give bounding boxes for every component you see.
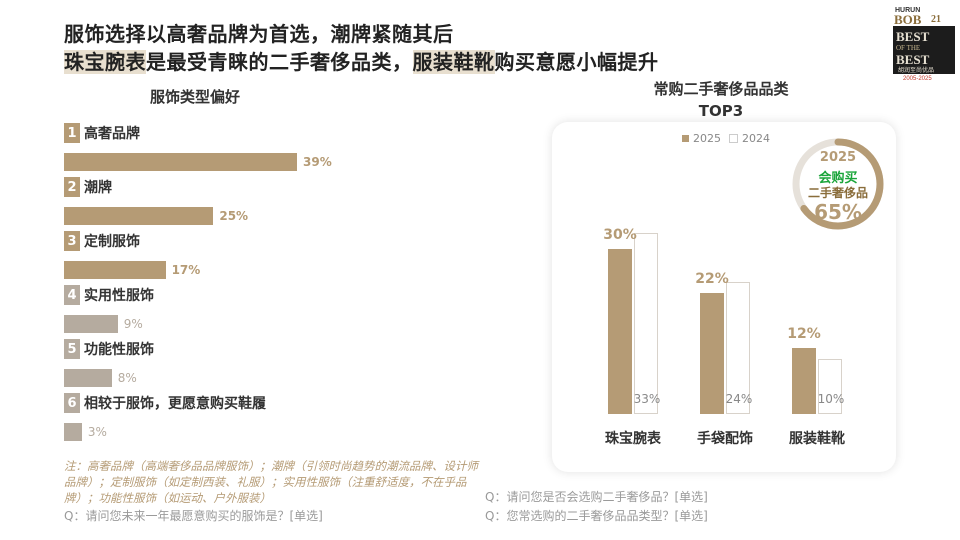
bar-2025: [700, 293, 724, 414]
headline-highlight-apparel: 服装鞋靴: [412, 50, 495, 74]
value-label-2024: 10%: [817, 392, 845, 406]
pref-label-row: 3 定制服饰: [64, 231, 140, 251]
value-label-2024: 24%: [725, 392, 753, 406]
ring-arc-65: [792, 138, 884, 230]
pref-label-row: 6 相较于服饰，更愿意购买鞋履: [64, 393, 266, 413]
pref-label-row: 5 功能性服饰: [64, 339, 154, 359]
pref-bar-value: 25%: [219, 209, 249, 223]
pref-bar: [64, 423, 82, 441]
bar-2025: [608, 249, 632, 414]
value-label-2024: 33%: [633, 392, 661, 406]
secondhand-category-card: 2025 2024 30% 33% 珠宝腕表 22% 24% 手袋配饰 12% 10% 服装鞋靴…: [552, 122, 896, 472]
pref-label: 相较于服饰，更愿意购买鞋履: [84, 396, 266, 412]
logo-best-2: BEST: [896, 52, 930, 67]
pref-bar: [64, 369, 112, 387]
rank-badge: 3: [64, 231, 80, 251]
pref-label: 潮牌: [84, 180, 112, 196]
bar-2024: [818, 359, 842, 414]
pref-bar: [64, 261, 166, 279]
right-chart-title-line-2: TOP3: [698, 102, 744, 120]
logo-brand: HURUN: [895, 7, 920, 14]
ring-year: 2025: [819, 150, 857, 165]
pref-bar-value: 39%: [303, 155, 332, 169]
ring-value: 65%: [814, 200, 862, 224]
pref-label: 实用性服饰: [84, 288, 154, 304]
pref-label: 高奢品牌: [84, 126, 140, 142]
purchase-ring-chart: [792, 138, 884, 230]
rank-badge: 6: [64, 393, 80, 413]
headline-line-2: 珠宝腕表是最受青睐的二手奢侈品类，服装鞋靴购买意愿小幅提升: [64, 46, 659, 75]
pref-bar-value: 9%: [123, 317, 143, 331]
legend-label-2024: 2024: [742, 132, 770, 145]
logo-cn: 胡润至尚优品: [898, 66, 934, 74]
pref-bar: [64, 207, 214, 225]
legend-swatch-2024: [729, 134, 738, 143]
headline-line-1: 服饰选择以高奢品牌为首选，潮牌紧随其后: [64, 22, 454, 46]
pref-bar: [64, 153, 297, 171]
pref-label-row: 2 潮牌: [64, 177, 112, 197]
pref-label-row: 4 实用性服饰: [64, 285, 154, 305]
legend-label-2025: 2025: [693, 132, 721, 145]
value-label-2025: 12%: [787, 326, 821, 343]
hurun-bob-logo: HURUN BOB 21 BEST OF THE BEST 胡润至尚优品 200…: [893, 7, 955, 82]
right-chart-title-line-1: 常购二手奢侈品品类: [653, 80, 789, 98]
question-left: Q：请问您未来一年最愿意购买的服饰是？[单选]: [64, 509, 323, 523]
logo-best-1: BEST: [896, 29, 930, 44]
legend-swatch-2025: [682, 135, 689, 142]
headline-end-text: 购买意愿小幅提升: [494, 50, 659, 74]
logo-of-the: OF THE: [896, 44, 920, 52]
question-right-1: Q：请问您是否会选购二手奢侈品？[单选]: [485, 490, 708, 504]
pref-label-row: 1 高奢品牌: [64, 123, 140, 143]
rank-badge: 1: [64, 123, 80, 143]
bar-2025: [792, 348, 816, 414]
pref-bar-value: 17%: [171, 263, 201, 277]
pref-bar-value: 3%: [87, 425, 107, 439]
logo-bob: BOB: [894, 12, 922, 27]
category-label: 手袋配饰: [697, 431, 753, 447]
logo-num: 21: [931, 14, 941, 25]
value-label-2025: 22%: [695, 271, 729, 288]
bar-2024: [634, 233, 658, 414]
value-label-2025: 30%: [603, 227, 637, 244]
chart-footnote: 注：高奢品牌（高端奢侈品品牌服饰）；潮牌（引领时尚趋势的潮流品牌、设计师品牌）；…: [64, 459, 478, 505]
ring-label-secondhand: 二手奢侈品: [807, 186, 868, 200]
logo-years: 2005-2025: [903, 76, 932, 82]
headline-middle-text: 是最受青睐的二手奢侈品类，: [146, 50, 413, 74]
left-chart-title: 服饰类型偏好: [150, 88, 241, 106]
pref-label: 定制服饰: [84, 234, 140, 250]
pref-bar-value: 8%: [117, 371, 137, 385]
chart-legend: 2025 2024: [682, 132, 770, 145]
pref-label: 功能性服饰: [84, 342, 154, 358]
logo-dark-panel: [893, 26, 955, 74]
rank-badge: 5: [64, 339, 80, 359]
question-right-2: Q：您常选购的二手奢侈品品类型？[单选]: [485, 509, 708, 523]
headline-highlight-jewelry: 珠宝腕表: [64, 50, 146, 74]
rank-badge: 2: [64, 177, 80, 197]
category-label: 珠宝腕表: [605, 431, 661, 447]
category-label: 服装鞋靴: [789, 431, 845, 447]
pref-bar: [64, 315, 118, 333]
ring-label-buy: 会购买: [818, 171, 858, 186]
right-chart-title: 常购二手奢侈品品类 TOP3: [626, 78, 816, 122]
bar-2024: [726, 282, 750, 414]
rank-badge: 4: [64, 285, 80, 305]
